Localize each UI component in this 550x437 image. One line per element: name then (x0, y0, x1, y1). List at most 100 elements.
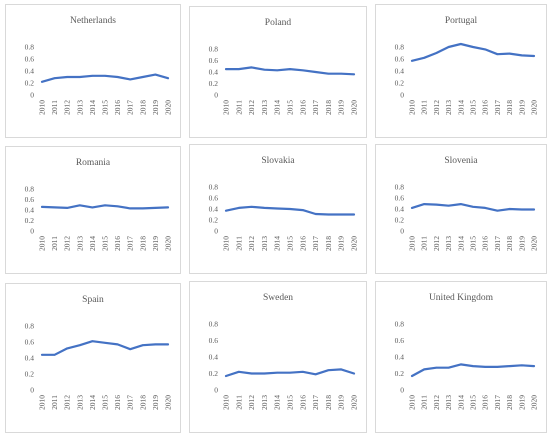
chart-svg-slovakia: Slovakia 0 0.2 0.4 0.6 0.8 2010 2011 2012 2013 201… (209, 156, 359, 251)
data-point (289, 68, 291, 70)
data-point (53, 206, 56, 209)
x-tick-label: 2017 (126, 236, 135, 251)
chart-title: Poland (265, 18, 292, 28)
data-point (302, 371, 304, 373)
data-point (340, 213, 342, 216)
x-tick-label: 2020 (350, 395, 359, 410)
y-tick-label: 0.2 (209, 216, 219, 225)
data-point (533, 208, 535, 211)
x-tick-label: 2017 (311, 100, 320, 115)
y-tick-label: 0.8 (395, 320, 405, 329)
x-tick-label: 2012 (63, 100, 72, 115)
y-tick-label: 0.4 (395, 67, 405, 76)
y-tick-label: 0.6 (209, 56, 219, 65)
y-tick-label: 0.6 (395, 194, 405, 203)
y-tick-label: 0.4 (209, 205, 219, 214)
x-tick-label: 2016 (113, 100, 122, 115)
data-point (116, 343, 119, 346)
y-tick-label: 0 (214, 91, 218, 100)
x-tick-label: 2016 (113, 395, 122, 410)
y-tick-label: 0.6 (395, 336, 405, 345)
chart-svg-poland: Poland 0 0.2 0.4 0.6 0.8 2010 2011 2012 2013 2014 2… (209, 18, 359, 115)
data-point (340, 72, 342, 75)
data-point (496, 53, 499, 55)
data-point (154, 73, 157, 76)
x-tick-label: 2011 (420, 100, 429, 115)
x-tick-label: 2015 (286, 236, 295, 251)
chart-title: United Kingdom (429, 293, 494, 303)
data-point (302, 69, 304, 72)
data-point (225, 375, 227, 377)
y-tick-label: 0.8 (25, 322, 35, 331)
y-tick-label: 0.4 (25, 206, 35, 215)
y-tick-label: 0.2 (209, 79, 219, 88)
data-point (263, 207, 266, 209)
y-tick-label: 0.8 (209, 183, 219, 192)
data-point (104, 204, 106, 207)
y-tick-label: 0.6 (25, 338, 35, 347)
y-tick-label: 0 (400, 91, 404, 100)
data-point (472, 365, 474, 367)
x-tick-label: 2010 (38, 395, 47, 410)
x-tick-label: 2019 (517, 395, 526, 410)
y-tick-label: 0.2 (25, 370, 35, 379)
y-tick-label: 0.6 (25, 55, 35, 64)
data-point (411, 375, 413, 377)
chart-svg-spain: Spain 0 0.2 0.4 0.6 0.8 2010 2011 2012 2013 2014 20… (25, 295, 173, 410)
data-point (116, 76, 119, 78)
x-tick-label: 2012 (63, 395, 72, 410)
x-tick-label: 2019 (517, 236, 526, 251)
chart-title: Sweden (263, 293, 293, 303)
x-tick-label: 2010 (38, 236, 47, 251)
x-tick-label: 2010 (408, 236, 417, 251)
x-tick-label: 2015 (286, 100, 295, 115)
y-tick-label: 0.6 (25, 195, 35, 204)
data-point (116, 205, 119, 208)
x-tick-label: 2014 (456, 236, 465, 251)
data-point (250, 206, 253, 208)
chart-title: Portugal (445, 16, 478, 26)
x-tick-label: 2019 (337, 100, 346, 115)
x-tick-label: 2015 (101, 100, 110, 115)
x-tick-label: 2018 (138, 236, 147, 251)
panel-portugal: Portugal 0 0.2 0.4 0.6 0.8 2010 2011 2012 2013 201… (375, 4, 547, 138)
data-point (129, 78, 131, 81)
x-tick-label: 2020 (164, 395, 173, 410)
data-point (53, 77, 56, 79)
data-point (79, 204, 81, 207)
x-tick-label: 2018 (138, 100, 147, 115)
x-tick-label: 2017 (311, 236, 320, 251)
x-tick-label: 2014 (273, 100, 282, 115)
x-tick-label: 2015 (101, 395, 110, 410)
x-tick-label: 2010 (38, 100, 47, 115)
y-tick-label: 0.2 (209, 369, 219, 378)
data-point (447, 366, 450, 369)
x-tick-label: 2013 (260, 395, 269, 410)
x-tick-label: 2017 (311, 395, 320, 410)
data-point (508, 208, 511, 210)
x-tick-label: 2011 (234, 395, 243, 410)
x-tick-label: 2018 (505, 100, 514, 115)
x-tick-label: 2011 (420, 236, 429, 251)
data-point (533, 365, 535, 367)
x-tick-label: 2014 (273, 395, 282, 410)
x-tick-label: 2020 (350, 236, 359, 251)
y-tick-label: 0.6 (209, 336, 219, 345)
x-tick-label: 2019 (151, 395, 160, 410)
x-tick-label: 2011 (50, 395, 59, 410)
data-point (238, 371, 240, 373)
data-point (79, 76, 81, 78)
data-point (53, 354, 56, 356)
x-tick-label: 2013 (75, 395, 84, 410)
x-tick-label: 2018 (324, 236, 333, 251)
y-tick-label: 0.2 (25, 79, 35, 88)
x-tick-label: 2011 (234, 100, 243, 115)
y-tick-label: 0.6 (209, 194, 219, 203)
x-tick-label: 2018 (505, 236, 514, 251)
chart-title: Netherlands (70, 16, 116, 26)
y-tick-label: 0 (30, 227, 34, 236)
data-point (225, 68, 227, 70)
x-tick-label: 2020 (164, 100, 173, 115)
data-point (289, 208, 291, 210)
